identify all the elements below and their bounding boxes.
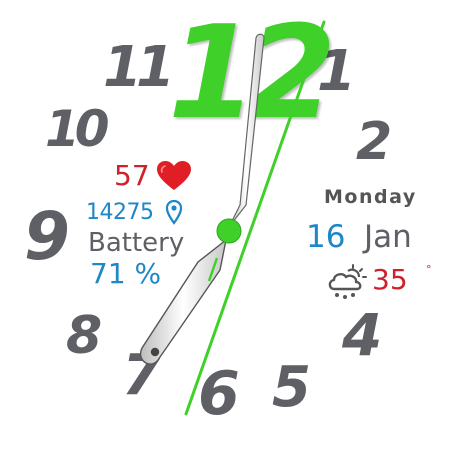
weekday[interactable]: Monday [324, 186, 417, 208]
heart-rate-value[interactable]: 57 [114, 159, 150, 192]
hour-hand [139, 238, 228, 365]
numeral-10: 10 [45, 100, 110, 158]
numeral-5: 5 [272, 355, 311, 420]
heart-icon [157, 161, 191, 190]
numeral-9: 9 [24, 198, 70, 275]
center-hub [216, 218, 242, 244]
location-pin-icon [165, 199, 183, 225]
numeral-1: 1 [317, 39, 356, 104]
date-month[interactable]: Jan [364, 219, 412, 255]
minute-hand [228, 33, 265, 228]
numeral-6: 6 [198, 359, 240, 429]
second-hand [184, 20, 326, 416]
steps-value[interactable]: 14275 [86, 200, 154, 225]
numeral-11: 11 [103, 35, 175, 100]
cloud-snow-sun-icon[interactable] [326, 261, 372, 301]
date-day[interactable]: 16 [306, 219, 346, 255]
temperature-value[interactable]: 35 [372, 263, 408, 296]
battery-label: Battery [88, 228, 185, 258]
battery-value[interactable]: 71 % [90, 257, 162, 290]
numeral-8: 8 [66, 306, 103, 366]
numeral-4: 4 [342, 301, 383, 369]
numeral-2: 2 [356, 112, 393, 172]
temperature-unit: ° [426, 263, 432, 276]
